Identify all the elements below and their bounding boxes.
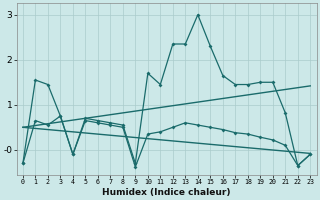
X-axis label: Humidex (Indice chaleur): Humidex (Indice chaleur): [102, 188, 231, 197]
